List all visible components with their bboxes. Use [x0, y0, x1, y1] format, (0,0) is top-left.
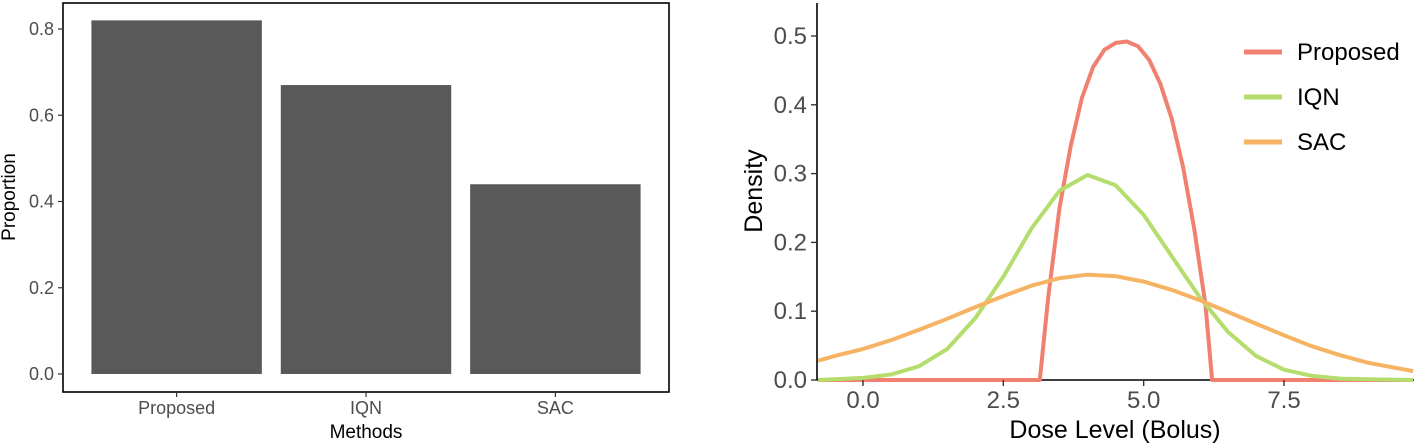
- density-chart: 0.0 0.1 0.2 0.3 0.4 0.5 0.0 2.5 5.0 7.5 Proposed…: [740, 3, 1414, 444]
- series-line-proposed: [818, 39, 1414, 382]
- bar-chart: 0.0 0.2 0.4 0.6 0.8 Proposed IQN SAC Methods P…: [0, 2, 670, 443]
- density-y-tick-label: 0.2: [774, 229, 807, 256]
- density-y-tick-label: 0.3: [774, 161, 807, 188]
- legend-label-sac: SAC: [1297, 129, 1346, 156]
- bar-iqn: [280, 85, 452, 374]
- density-y-tick-label: 0.5: [774, 23, 807, 50]
- density-y-tick-label: 0.4: [774, 92, 807, 119]
- bar-sac: [470, 184, 641, 374]
- density-x-tick-label: 0.0: [846, 387, 879, 414]
- bar-proposed: [91, 20, 262, 374]
- legend-label-iqn: IQN: [1297, 84, 1340, 111]
- legend-label-proposed: Proposed: [1297, 39, 1400, 66]
- density-x-tick-label: 7.5: [1267, 387, 1300, 414]
- series-line-iqn: [818, 173, 1414, 382]
- bar-y-tick-label: 0.6: [29, 105, 54, 125]
- density-y-tick-label: 0.0: [774, 367, 807, 394]
- bar-y-tick-label: 0.8: [29, 19, 54, 39]
- density-y-tick-label: 0.1: [774, 298, 807, 325]
- bar-x-tick-label: SAC: [537, 398, 574, 418]
- bar-x-axis-title: Methods: [330, 422, 403, 443]
- density-x-axis-title: Dose Level (Bolus): [1009, 416, 1220, 444]
- density-x-tick-label: 2.5: [987, 387, 1020, 414]
- density-x-tick-label: 5.0: [1127, 387, 1160, 414]
- density-y-axis-title: Density: [740, 149, 768, 233]
- bar-y-tick-label: 0.4: [29, 192, 54, 212]
- bar-x-tick-label: IQN: [350, 398, 382, 418]
- bar-y-axis-title: Proportion: [0, 153, 20, 241]
- bar-y-tick-label: 0.0: [29, 364, 54, 384]
- bar-y-tick-label: 0.2: [29, 278, 54, 298]
- series-line-sac: [817, 272, 1414, 374]
- bar-x-tick-label: Proposed: [138, 398, 215, 418]
